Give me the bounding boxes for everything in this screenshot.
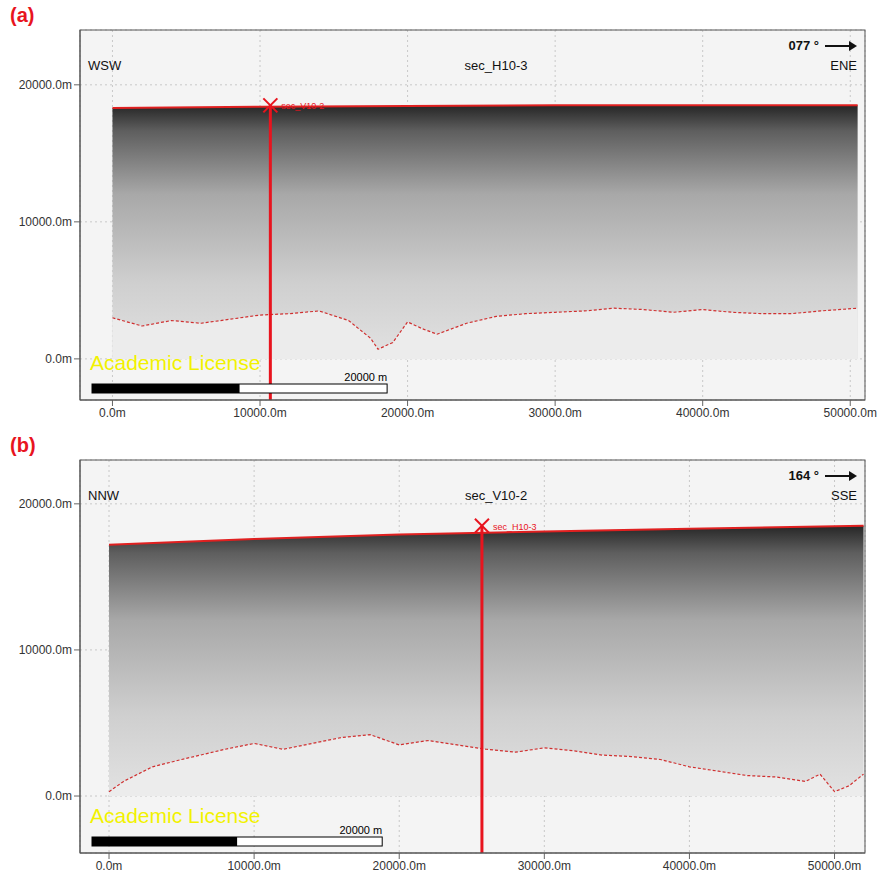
svg-text:077 °: 077 ° <box>788 38 819 53</box>
svg-text:0.0m: 0.0m <box>96 859 123 873</box>
svg-text:40000.0m: 40000.0m <box>663 859 716 873</box>
html-text:(a): (a) <box>10 4 35 26</box>
svg-text:Academic License: Academic License <box>90 351 260 374</box>
svg-text:sec_H10-3: sec_H10-3 <box>465 58 528 73</box>
svg-text:0.0m: 0.0m <box>45 352 72 366</box>
svg-text:20000.0m: 20000.0m <box>373 859 426 873</box>
svg-text:20000 m: 20000 m <box>344 371 387 383</box>
svg-text:sec_H10-3: sec_H10-3 <box>493 522 537 532</box>
svg-text:40000.0m: 40000.0m <box>676 406 729 420</box>
svg-text:10000.0m: 10000.0m <box>19 215 72 229</box>
svg-text:Academic License: Academic License <box>90 804 260 827</box>
svg-text:sec_V10-2: sec_V10-2 <box>281 101 324 111</box>
svg-text:20000 m: 20000 m <box>339 824 382 836</box>
svg-text:NNW: NNW <box>88 488 120 503</box>
svg-text:SSE: SSE <box>831 488 857 503</box>
svg-text:30000.0m: 30000.0m <box>528 406 581 420</box>
svg-text:ENE: ENE <box>830 58 857 73</box>
svg-text:20000.0m: 20000.0m <box>19 78 72 92</box>
svg-text:20000.0m: 20000.0m <box>19 497 72 511</box>
svg-text:0.0m: 0.0m <box>45 789 72 803</box>
svg-text:50000.0m: 50000.0m <box>808 859 861 873</box>
svg-text:0.0m: 0.0m <box>99 406 126 420</box>
svg-text:20000.0m: 20000.0m <box>381 406 434 420</box>
svg-text:30000.0m: 30000.0m <box>518 859 571 873</box>
svg-text:10000.0m: 10000.0m <box>19 643 72 657</box>
svg-text:164 °: 164 ° <box>788 468 819 483</box>
svg-text:10000.0m: 10000.0m <box>227 859 280 873</box>
svg-text:10000.0m: 10000.0m <box>233 406 286 420</box>
svg-text:WSW: WSW <box>88 58 122 73</box>
svg-text:50000.0m: 50000.0m <box>824 406 877 420</box>
html-text:(b): (b) <box>10 434 36 456</box>
svg-text:sec_V10-2: sec_V10-2 <box>465 488 527 503</box>
